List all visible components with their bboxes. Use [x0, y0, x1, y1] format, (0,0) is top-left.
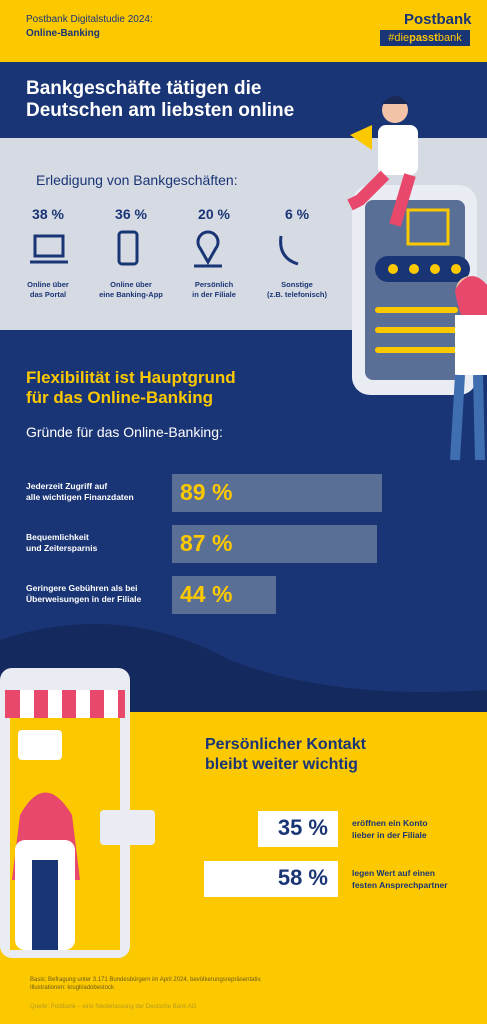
footer-note: Basis: Befragung unter 3.171 Bundesbürge…: [30, 976, 262, 992]
text-line: Persönlich: [194, 280, 234, 289]
hashtag: #diepasstbank: [380, 30, 470, 46]
pin-field: [375, 256, 470, 282]
item-label: Online über eine Banking-App: [86, 280, 176, 300]
item-value: 20 %: [198, 206, 230, 222]
item-label: Persönlich in der Filiale: [169, 280, 259, 300]
study: Postbank Digitalstudie 2024:: [26, 14, 153, 25]
man-shirt: [378, 125, 418, 175]
source: Quelle: Postbank – eine Niederlassung de…: [30, 1004, 197, 1010]
item-value: 36 %: [115, 206, 147, 222]
item-value: 38 %: [32, 206, 64, 222]
bar: [172, 525, 378, 563]
hashtag-part: #die: [388, 32, 410, 44]
bar-value-label: 44 %: [180, 581, 233, 607]
brand: Postbank: [404, 11, 472, 28]
stat-label: eröffnen ein Konto lieber in der Filiale: [352, 817, 428, 841]
text-line: Flexibilität ist Hauptgrund: [26, 368, 236, 387]
text-line: Basis: Befragung unter 3.171 Bundesbürge…: [30, 977, 262, 983]
money-bubble: [18, 730, 62, 760]
section-title: Bankgeschäfte tätigen die Deutschen am li…: [26, 78, 294, 122]
bar-label: Jederzeit Zugriff auf alle wichtigen Fina…: [26, 481, 134, 503]
bar-value-label: 89 %: [180, 479, 233, 505]
man-legs: [347, 170, 416, 227]
text-line: (z.B. telefonisch): [266, 290, 327, 299]
megaphone: [350, 125, 372, 150]
bar: [172, 576, 276, 614]
section-subtitle: Gründe für das Online-Banking:: [26, 424, 223, 440]
clerk-shirt: [32, 860, 58, 950]
section-title: Flexibilität ist Hauptgrund für das Onlin…: [26, 368, 236, 408]
item-label: Sonstige (z.B. telefonisch): [252, 280, 342, 300]
section-title: Persönlicher Kontakt bleibt weiter wichti…: [205, 735, 366, 775]
menu-lines: [375, 307, 458, 353]
stat-label: legen Wert auf einen festen Ansprechpartn…: [352, 867, 448, 891]
item-label: Online über das Portal: [3, 280, 93, 300]
section-subtitle: Erledigung von Bankgeschäften:: [36, 172, 238, 188]
text-line: festen Ansprechpartner: [352, 880, 448, 890]
woman-legs: [450, 374, 485, 461]
bank-icon: [406, 208, 450, 246]
text-line: das Portal: [29, 290, 67, 299]
woman-top: [455, 315, 487, 375]
bar-label: Bequemlichkeit und Zeitersparnis: [26, 532, 97, 554]
text-line: eine Banking-App: [99, 290, 163, 299]
text-line: Online über: [27, 280, 69, 289]
man-hair: [382, 96, 408, 104]
text-line: Überweisungen in der Filiale: [26, 594, 142, 604]
bar-value-label: 87 %: [180, 530, 233, 556]
text-line: Jederzeit Zugriff auf: [26, 481, 108, 491]
text-line: und Zeitersparnis: [26, 543, 98, 553]
text-line: Geringere Gebühren als bei: [26, 583, 138, 593]
hashtag-part: passt: [409, 32, 438, 44]
text-line: Illustrationen: krugli/adobestock: [30, 985, 115, 991]
text-line: legen Wert auf einen: [352, 868, 435, 878]
text-line: bleibt weiter wichtig: [205, 756, 358, 773]
card: [100, 810, 155, 845]
awning: [5, 690, 125, 718]
text-line: Sonstige: [281, 280, 313, 289]
text-line: lieber in der Filiale: [352, 830, 427, 840]
text-line: für das Online-Banking: [26, 388, 214, 407]
bar: [172, 474, 383, 512]
topic: Online-Banking: [26, 28, 100, 39]
text-line: Deutschen am liebsten online: [26, 100, 295, 121]
hashtag-part: bank: [437, 32, 462, 44]
channel-icons: [30, 230, 299, 268]
text-line: in der Filiale: [192, 290, 236, 299]
text-line: Bankgeschäfte tätigen die: [26, 78, 262, 99]
awning-stripes: [20, 690, 118, 718]
text-line: Bequemlichkeit: [26, 532, 89, 542]
text-line: Persönlicher Kontakt: [205, 736, 366, 753]
stat-box: 35 %: [258, 811, 338, 847]
stat-value: 35 %: [277, 815, 328, 840]
stat-box: 58 %: [204, 861, 338, 897]
pin-stars: [388, 264, 461, 274]
text-line: alle wichtigen Finanzdaten: [26, 492, 134, 502]
text-line: Online über: [110, 280, 152, 289]
stat-value: 58 %: [277, 865, 328, 890]
text-line: eröffnen ein Konto: [352, 818, 428, 828]
bar-label: Geringere Gebühren als bei Überweisungen …: [26, 583, 141, 605]
item-value: 6 %: [284, 206, 310, 222]
